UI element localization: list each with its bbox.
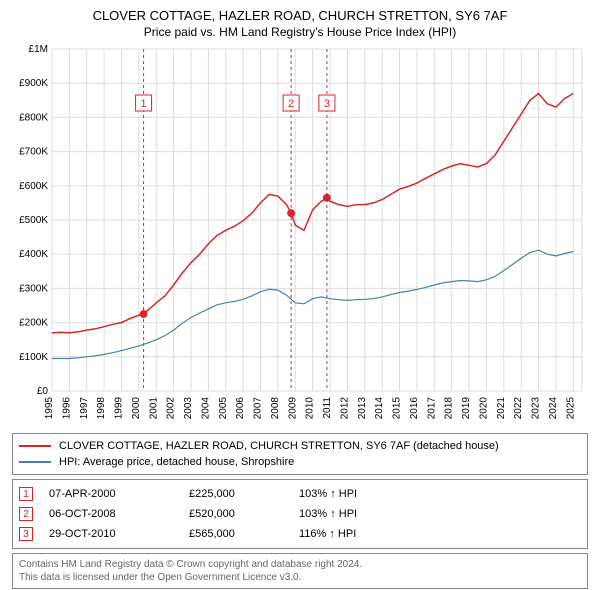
svg-text:2006: 2006: [235, 397, 246, 420]
svg-text:£400K: £400K: [19, 249, 48, 260]
sale-row: 1 07-APR-2000 £225,000 103% ↑ HPI: [19, 484, 581, 504]
svg-text:1999: 1999: [114, 397, 125, 420]
chart-title: CLOVER COTTAGE, HAZLER ROAD, CHURCH STRE…: [10, 8, 590, 23]
svg-text:2004: 2004: [200, 397, 211, 420]
svg-text:2018: 2018: [444, 397, 455, 420]
svg-text:2020: 2020: [478, 397, 489, 420]
svg-text:2016: 2016: [409, 397, 420, 420]
svg-text:2008: 2008: [270, 397, 281, 420]
legend-label-hpi: HPI: Average price, detached house, Shro…: [59, 456, 294, 468]
attribution-box: Contains HM Land Registry data © Crown c…: [12, 553, 588, 589]
sale-date: 07-APR-2000: [49, 488, 189, 500]
svg-text:£100K: £100K: [19, 352, 48, 363]
legend-swatch-property: [19, 445, 51, 447]
svg-text:1997: 1997: [79, 397, 90, 420]
legend-row: CLOVER COTTAGE, HAZLER ROAD, CHURCH STRE…: [19, 438, 581, 454]
svg-text:1: 1: [141, 98, 147, 110]
sale-date: 29-OCT-2010: [49, 528, 189, 540]
svg-text:2017: 2017: [426, 397, 437, 420]
svg-text:£200K: £200K: [19, 318, 48, 329]
sale-price: £565,000: [189, 528, 299, 540]
svg-text:2021: 2021: [496, 397, 507, 420]
svg-text:2025: 2025: [565, 397, 576, 420]
svg-text:2015: 2015: [392, 397, 403, 420]
svg-text:£0: £0: [37, 386, 49, 397]
svg-text:2014: 2014: [374, 397, 385, 420]
svg-text:2005: 2005: [218, 397, 229, 420]
legend-swatch-hpi: [19, 461, 51, 463]
chart-subtitle: Price paid vs. HM Land Registry's House …: [10, 25, 590, 39]
chart-svg: £0 £100K £200K £300K £400K £500K £600K £700K £80…: [10, 45, 590, 425]
svg-text:£300K: £300K: [19, 283, 48, 294]
svg-text:2000: 2000: [131, 397, 142, 420]
sale-marker-3: 3: [19, 527, 33, 541]
title-block: CLOVER COTTAGE, HAZLER ROAD, CHURCH STRE…: [10, 8, 590, 39]
legend-box: CLOVER COTTAGE, HAZLER ROAD, CHURCH STRE…: [12, 433, 588, 475]
svg-text:£800K: £800K: [19, 112, 48, 123]
svg-text:1998: 1998: [96, 397, 107, 420]
sale-ratio: 116% ↑ HPI: [299, 528, 356, 540]
sale-price: £520,000: [189, 508, 299, 520]
svg-text:£700K: £700K: [19, 147, 48, 158]
sale-date: 06-OCT-2008: [49, 508, 189, 520]
sale-marker-number: 3: [23, 529, 29, 540]
sale-marker-number: 1: [23, 489, 29, 500]
sale-ratio: 103% ↑ HPI: [299, 508, 357, 520]
attribution-line: This data is licensed under the Open Gov…: [19, 571, 581, 584]
svg-text:£600K: £600K: [19, 181, 48, 192]
svg-text:1995: 1995: [44, 397, 55, 420]
svg-text:2024: 2024: [548, 397, 559, 420]
attribution-line: Contains HM Land Registry data © Crown c…: [19, 558, 581, 571]
svg-text:2009: 2009: [287, 397, 298, 420]
svg-text:2012: 2012: [339, 397, 350, 420]
sale-marker-2: 2: [19, 507, 33, 521]
svg-text:£500K: £500K: [19, 215, 48, 226]
svg-text:2002: 2002: [166, 397, 177, 420]
svg-text:2022: 2022: [513, 397, 524, 420]
svg-text:2023: 2023: [531, 397, 542, 420]
svg-text:2007: 2007: [253, 397, 264, 420]
svg-text:2019: 2019: [461, 397, 472, 420]
svg-text:£1M: £1M: [29, 45, 48, 55]
sale-marker-number: 2: [23, 509, 29, 520]
svg-text:2003: 2003: [183, 397, 194, 420]
svg-text:2013: 2013: [357, 397, 368, 420]
svg-text:1996: 1996: [61, 397, 72, 420]
chart-area: £0 £100K £200K £300K £400K £500K £600K £700K £80…: [10, 45, 590, 425]
svg-text:2011: 2011: [322, 397, 333, 419]
svg-text:£900K: £900K: [19, 78, 48, 89]
svg-text:3: 3: [324, 98, 330, 110]
sale-ratio: 103% ↑ HPI: [299, 488, 357, 500]
sales-box: 1 07-APR-2000 £225,000 103% ↑ HPI 2 06-O…: [12, 479, 588, 549]
svg-text:2: 2: [288, 98, 294, 110]
legend-row: HPI: Average price, detached house, Shro…: [19, 454, 581, 470]
sale-row: 2 06-OCT-2008 £520,000 103% ↑ HPI: [19, 504, 581, 524]
svg-text:2010: 2010: [305, 397, 316, 420]
svg-text:2001: 2001: [148, 397, 159, 420]
sale-row: 3 29-OCT-2010 £565,000 116% ↑ HPI: [19, 524, 581, 544]
sale-marker-1: 1: [19, 487, 33, 501]
sale-price: £225,000: [189, 488, 299, 500]
legend-label-property: CLOVER COTTAGE, HAZLER ROAD, CHURCH STRE…: [59, 440, 499, 452]
